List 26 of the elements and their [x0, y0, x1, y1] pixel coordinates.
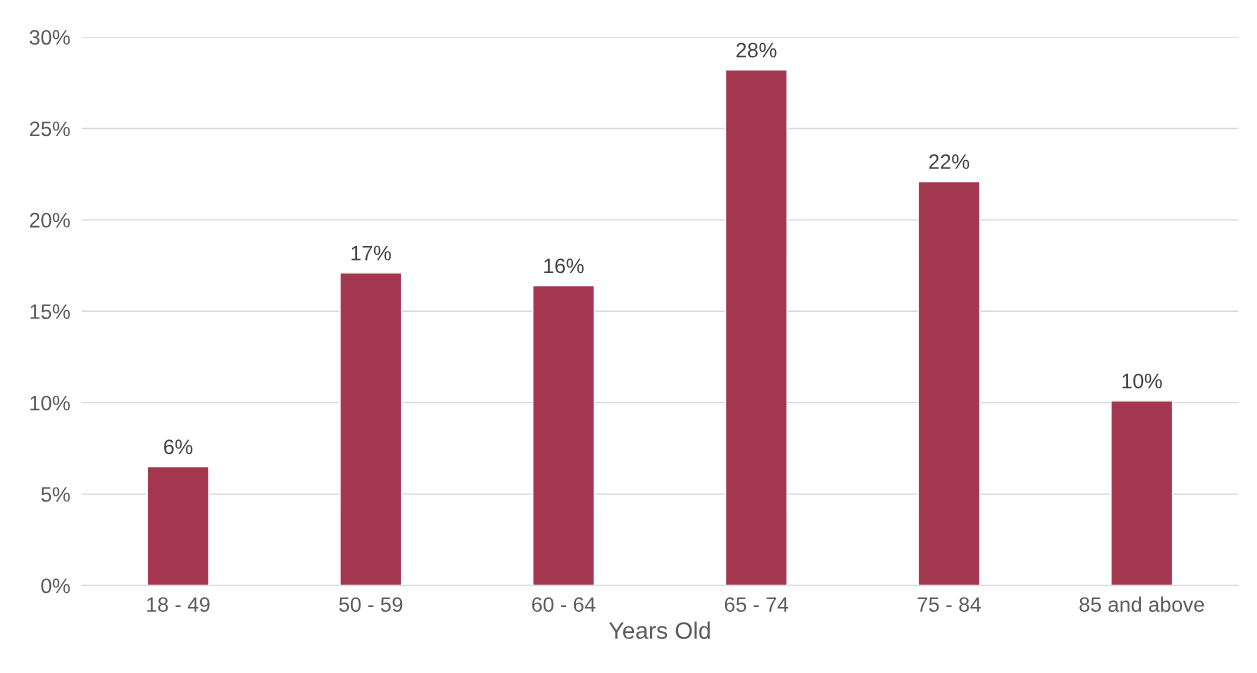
y-tick-label: 30%: [29, 30, 70, 45]
bar: [532, 284, 596, 586]
x-tick-label: 85 and above: [1079, 596, 1204, 612]
bar: [1110, 400, 1174, 586]
bar: [724, 69, 788, 586]
bar: [146, 465, 210, 586]
x-tick-label: 65 - 74: [724, 597, 789, 612]
y-tick-label: 5%: [41, 487, 70, 502]
bar: [339, 272, 403, 586]
x-tick-label: 75 - 84: [917, 597, 981, 612]
x-tick-label: 18 - 49: [147, 597, 210, 612]
y-tick-label: 20%: [29, 212, 70, 228]
y-tick-label: 0%: [41, 578, 70, 594]
data-label: 6%: [164, 439, 193, 455]
x-tick-label: 60 - 64: [532, 597, 596, 612]
data-label: 22%: [929, 154, 970, 169]
x-tick-label: 50 - 59: [339, 597, 403, 612]
y-tick-label: 25%: [29, 121, 70, 137]
data-label: 17%: [351, 245, 391, 261]
data-label: 16%: [544, 258, 584, 274]
bar: [917, 180, 981, 586]
y-tick-label: 15%: [30, 304, 70, 320]
data-label: 10%: [1122, 373, 1162, 389]
data-label: 28%: [736, 42, 777, 58]
x-axis-title: Years Old: [609, 621, 710, 639]
y-tick-label: 10%: [30, 395, 70, 411]
